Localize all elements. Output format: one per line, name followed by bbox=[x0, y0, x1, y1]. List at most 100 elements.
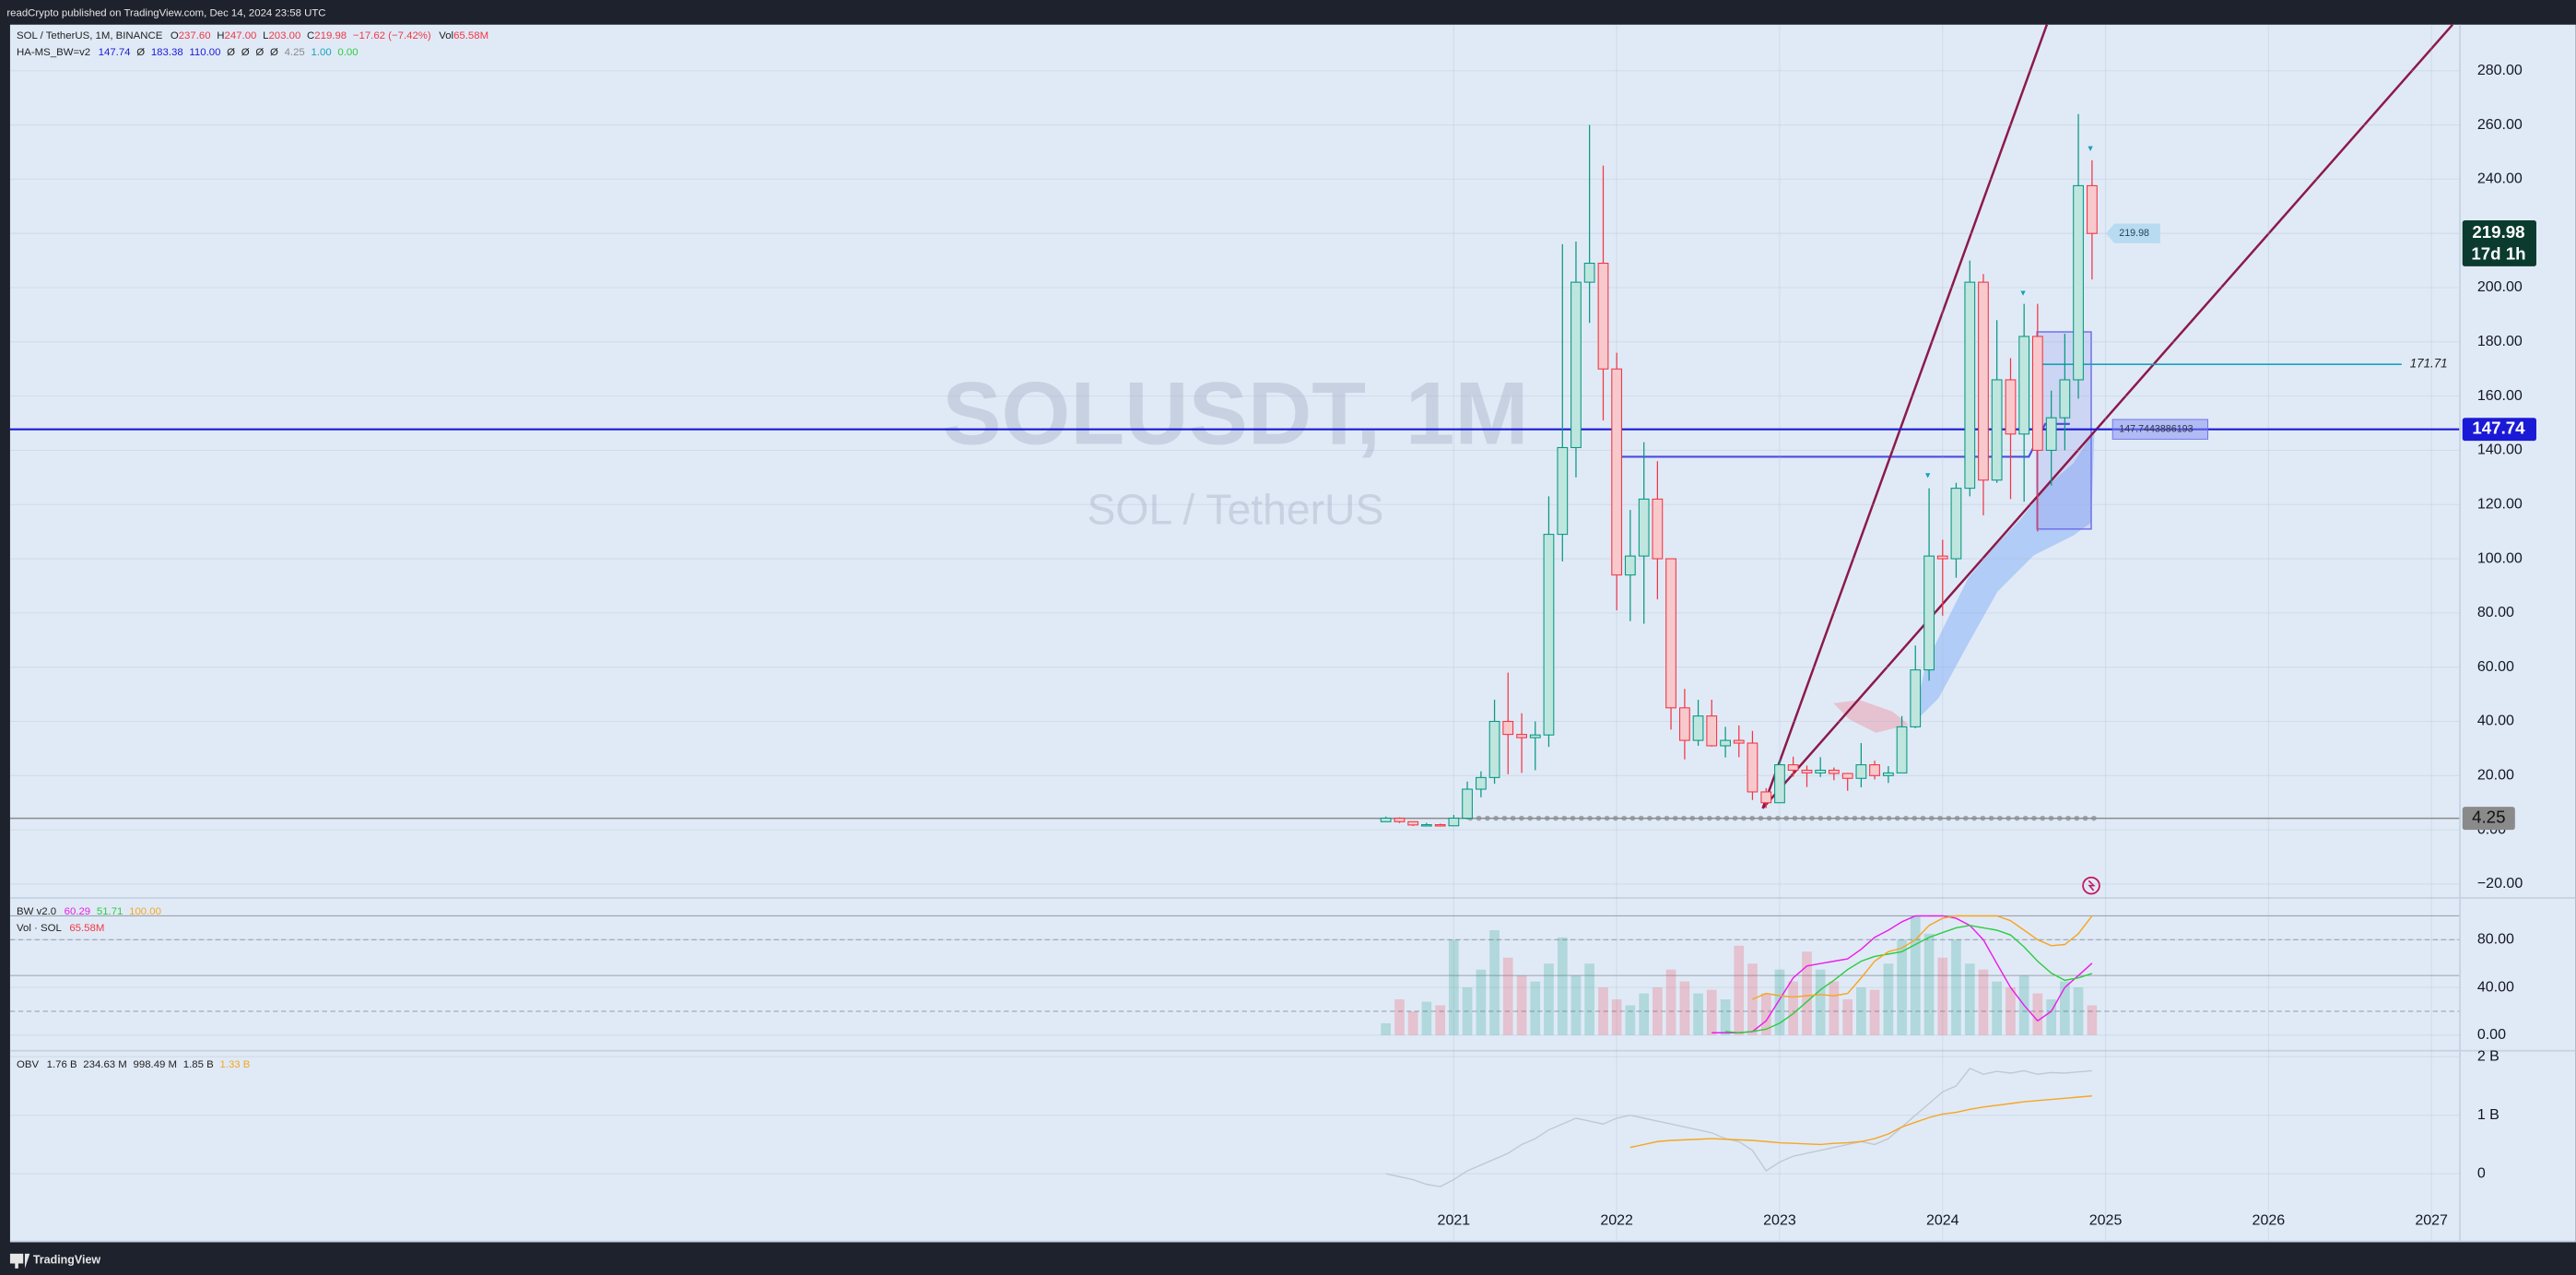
obv-value: 1.85 B bbox=[183, 1059, 214, 1070]
candle-body bbox=[1476, 776, 1487, 790]
volume-bar bbox=[1706, 989, 1717, 1035]
volume-bar bbox=[1964, 963, 1975, 1035]
volume-bar bbox=[1992, 981, 2002, 1035]
x-tick-label: 2021 bbox=[1438, 1211, 1471, 1228]
candle-body bbox=[1950, 488, 1962, 560]
candle-body bbox=[1665, 558, 1676, 709]
candle-body bbox=[1936, 555, 1948, 560]
candle-body bbox=[1747, 742, 1759, 793]
ohlc-key: H bbox=[217, 30, 224, 41]
blue-cloud bbox=[1913, 430, 2095, 724]
ohlc-key: O bbox=[171, 30, 179, 41]
volume-bar bbox=[2087, 1005, 2098, 1035]
candle-body bbox=[1964, 281, 1976, 490]
volume-bar bbox=[1557, 937, 1568, 1035]
candle-body bbox=[1760, 791, 1772, 804]
volume-bar bbox=[1462, 987, 1473, 1035]
trend-line bbox=[1761, 24, 2049, 809]
ohlc-value: 219.98 bbox=[314, 30, 347, 41]
indicator-value: Ø bbox=[270, 47, 278, 58]
ohlc-value: 247.00 bbox=[225, 30, 257, 41]
indicator-value: Ø bbox=[227, 47, 235, 58]
candle-body bbox=[2045, 417, 2057, 451]
volume-bar bbox=[1381, 1022, 1391, 1035]
volume-bar bbox=[2046, 999, 2057, 1035]
indicator-level-label: 4.25 bbox=[2472, 808, 2505, 827]
volume-bar bbox=[1611, 999, 1622, 1035]
volume-bar bbox=[1842, 999, 1853, 1035]
price-line-tag: 147.7443886193 bbox=[2119, 424, 2193, 435]
candle-body bbox=[1488, 720, 1500, 778]
volume-bar bbox=[1639, 993, 1650, 1035]
volume-bar bbox=[2032, 993, 2043, 1035]
symbol: SOL / TetherUS, 1M, BINANCE bbox=[17, 30, 163, 41]
candle-body bbox=[1720, 739, 1731, 747]
y-tick-label: 1 B bbox=[2477, 1106, 2500, 1123]
obv-value: 998.49 M bbox=[134, 1059, 178, 1070]
x-tick-label: 2027 bbox=[2415, 1211, 2448, 1228]
bw-value: 51.71 bbox=[97, 906, 124, 917]
bw-value: 100.00 bbox=[129, 906, 161, 917]
y-tick-label: 240.00 bbox=[2477, 171, 2523, 187]
volume-bar bbox=[1598, 987, 1608, 1035]
candle-body bbox=[1991, 379, 2003, 481]
indicator-value: 147.74 bbox=[99, 47, 131, 58]
volume-bar bbox=[1720, 999, 1731, 1035]
change: −17.62 (−7.42%) bbox=[353, 30, 431, 41]
candle-body bbox=[1611, 368, 1623, 576]
candle-body bbox=[2018, 336, 2030, 435]
candle-body bbox=[2059, 379, 2071, 419]
bw-line bbox=[1752, 915, 2093, 1000]
y-tick-label: 20.00 bbox=[2477, 767, 2514, 784]
volume-bar bbox=[1760, 993, 1771, 1035]
candle-body bbox=[1815, 769, 1827, 773]
volume-key: Vol bbox=[439, 30, 453, 41]
alert-label: 171.71 bbox=[2410, 357, 2448, 371]
event-marker bbox=[2082, 876, 2100, 895]
candle-body bbox=[1380, 817, 1392, 822]
y-tick-label: 0.00 bbox=[2477, 1026, 2506, 1043]
candle-body bbox=[2087, 184, 2098, 234]
y-tick-label: 180.00 bbox=[2477, 333, 2523, 349]
y-tick-label: 2 B bbox=[2477, 1047, 2500, 1064]
volume-bar bbox=[1489, 929, 1500, 1035]
candle-body bbox=[2031, 336, 2043, 451]
volume-bar bbox=[1665, 969, 1676, 1035]
y-tick-label: 60.00 bbox=[2477, 658, 2514, 675]
candle-body bbox=[1448, 817, 1460, 827]
volume-bar bbox=[1937, 957, 1948, 1035]
indicator-value: Ø bbox=[255, 47, 264, 58]
candle-body bbox=[1679, 707, 1690, 741]
volume-bar bbox=[1679, 981, 1690, 1035]
volume-bar bbox=[1897, 939, 1907, 1035]
candle-body bbox=[1923, 555, 1935, 671]
volume-bar bbox=[1570, 975, 1582, 1035]
x-tick-label: 2022 bbox=[1600, 1211, 1633, 1228]
candle-body bbox=[1570, 281, 1582, 449]
bw-line bbox=[1711, 915, 2093, 1033]
volume-bar bbox=[1584, 963, 1594, 1035]
candle-body bbox=[1652, 498, 1664, 560]
volume-bar bbox=[1883, 963, 1894, 1035]
y-tick-label: 100.00 bbox=[2477, 549, 2523, 566]
x-tick-label: 2023 bbox=[1763, 1211, 1796, 1228]
indicator-value: Ø bbox=[136, 47, 145, 58]
volume-bar bbox=[1951, 939, 1961, 1035]
candle-body bbox=[1801, 769, 1813, 773]
volume-bar bbox=[1516, 975, 1527, 1035]
x-tick-label: 2026 bbox=[2253, 1211, 2286, 1228]
volume-bar bbox=[1407, 1010, 1418, 1035]
indicator-value: 183.38 bbox=[151, 47, 183, 58]
countdown-label: 17d 1h bbox=[2471, 243, 2525, 263]
indicator-value: 4.25 bbox=[285, 47, 305, 58]
indicator-value: 1.00 bbox=[312, 47, 332, 58]
indicator-value: 0.00 bbox=[337, 47, 358, 58]
volume-bar bbox=[1869, 989, 1880, 1035]
candle-body bbox=[1706, 715, 1718, 747]
marks: 2021 2022 2023 2024 2025 2026 2027 −20.00 0.00 20… bbox=[9, 24, 2536, 1241]
event-marker-icon bbox=[2088, 880, 2096, 891]
y-tick-label: 140.00 bbox=[2477, 442, 2523, 458]
candle-body bbox=[1733, 739, 1745, 744]
